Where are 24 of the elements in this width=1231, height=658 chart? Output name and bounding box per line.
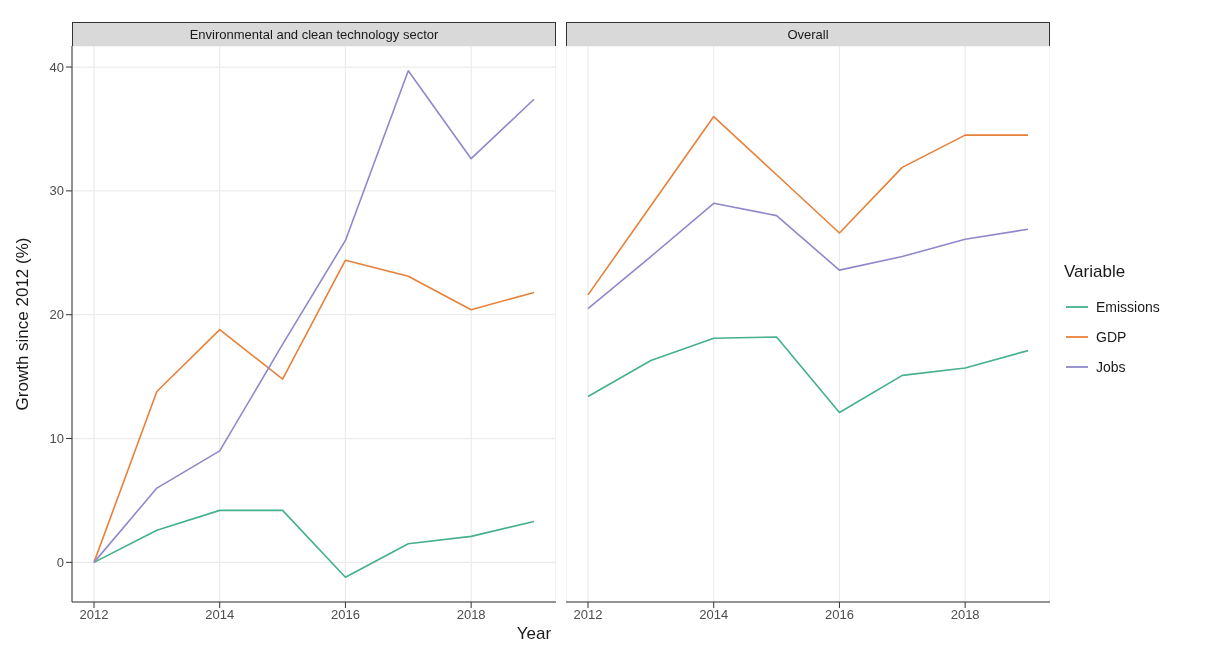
y-tick-label: 20 (49, 307, 64, 323)
chart-title: Overall (566, 22, 1050, 46)
y-axis-title: Growth since 2012 (%) (13, 237, 33, 411)
legend-label: GDP (1096, 329, 1127, 345)
legend-label: Jobs (1096, 359, 1126, 375)
x-tick-label: 2014 (699, 607, 729, 623)
x-tick-label: 2012 (79, 607, 109, 623)
x-tick-label: 2018 (950, 607, 980, 623)
y-tick-label: 10 (49, 431, 64, 447)
legend-title: Variable (1064, 262, 1127, 282)
x-tick-label: 2016 (330, 607, 360, 623)
x-tick-label: 2014 (205, 607, 235, 623)
line-series (93, 509, 535, 579)
line-series (93, 259, 535, 564)
line-series (93, 69, 535, 564)
y-tick-label: 30 (49, 183, 64, 199)
x-tick-label: 2018 (456, 607, 486, 623)
y-tick-label: 40 (49, 59, 64, 75)
chart-title: Environmental and clean technology sector (72, 22, 556, 46)
x-tick-label: 2016 (824, 607, 854, 623)
x-axis-title: Year (515, 624, 553, 644)
y-tick-label: 0 (56, 554, 64, 570)
legend-label: Emissions (1096, 299, 1160, 315)
x-tick-label: 2012 (573, 607, 603, 623)
